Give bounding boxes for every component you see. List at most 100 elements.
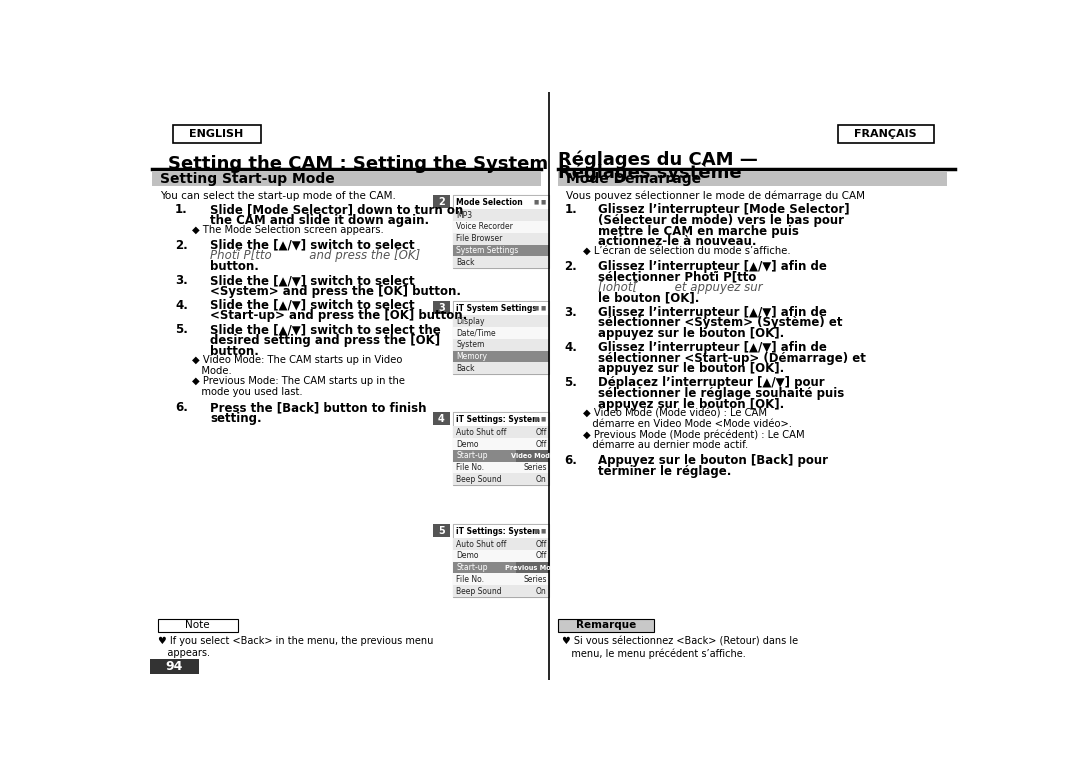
Text: Déplacez l’interrupteur [▲/▼] pour: Déplacez l’interrupteur [▲/▼] pour [598,377,824,390]
Text: appuyez sur le bouton [OK].: appuyez sur le bouton [OK]. [598,362,784,375]
Bar [454,301,550,316]
Bar [151,172,541,186]
Text: Glissez l’interrupteur [▲/▼] afin de: Glissez l’interrupteur [▲/▼] afin de [598,306,826,319]
Bar [454,327,550,338]
Text: 2: 2 [438,196,445,207]
Text: Photı̃ P[tto          and press the [OK]: Photı̃ P[tto and press the [OK] [211,249,420,262]
Text: 2.: 2. [175,238,188,252]
Text: 4: 4 [438,414,445,424]
Bar [454,524,550,597]
Bar [516,450,550,461]
Text: <Start-up> and press the [OK] button.: <Start-up> and press the [OK] button. [211,309,468,322]
Bar [454,413,550,426]
Text: Video Mode: Video Mode [511,453,554,459]
Bar [838,125,934,143]
Text: Display: Display [457,316,485,325]
Text: ◆ Previous Mode (Mode précédent) : Le CAM: ◆ Previous Mode (Mode précédent) : Le CA… [583,429,805,440]
Text: ENGLISH: ENGLISH [189,129,243,139]
Text: mode you used last.: mode you used last. [192,387,302,397]
Text: Mode Selection: Mode Selection [456,198,523,207]
Text: Series: Series [524,575,546,584]
Bar [454,450,550,461]
Bar [454,538,550,550]
Bar [433,301,449,314]
Text: MP3: MP3 [457,211,473,220]
Text: FRANÇAIS: FRANÇAIS [854,129,917,139]
Bar [433,524,449,537]
Text: Slide the [▲/▼] switch to select: Slide the [▲/▼] switch to select [211,299,415,312]
Bar [516,562,550,574]
Text: Appuyez sur le bouton [Back] pour: Appuyez sur le bouton [Back] pour [598,454,828,467]
Text: Beep Sound: Beep Sound [457,587,502,596]
Text: Slide the [▲/▼] switch to select: Slide the [▲/▼] switch to select [211,274,415,287]
Text: Glissez l’interrupteur [Mode Selector]: Glissez l’interrupteur [Mode Selector] [598,203,850,216]
Text: 5.: 5. [565,377,577,390]
Text: [ıohot[̃          et appuyez sur: [ıohot[̃ et appuyez sur [598,281,762,294]
Text: sélectionner Photı̃ P[tto: sélectionner Photı̃ P[tto [598,270,756,283]
Text: Auto Shut off: Auto Shut off [457,539,507,549]
Bar [454,574,550,585]
Bar [454,209,550,221]
Text: Demo: Demo [457,552,478,560]
Text: Voice Recorder: Voice Recorder [457,222,513,231]
Bar [454,461,550,474]
Bar [433,413,449,426]
Text: File No.: File No. [457,575,485,584]
Text: 4.: 4. [565,341,577,354]
Text: ■ ■: ■ ■ [534,417,546,422]
Text: Off: Off [536,439,546,448]
Text: ◆ L’écran de sélection du mode s’affiche.: ◆ L’écran de sélection du mode s’affiche… [583,246,791,256]
Bar [433,196,449,208]
Text: 4.: 4. [175,299,188,312]
Text: On: On [536,475,546,484]
Bar [454,244,550,257]
Text: Mode Démarrage: Mode Démarrage [566,171,701,186]
Bar [454,233,550,244]
Bar [454,362,550,374]
Text: Auto Shut off: Auto Shut off [457,428,507,437]
Text: ◆ Video Mode: The CAM starts up in Video: ◆ Video Mode: The CAM starts up in Video [192,355,402,365]
Text: sélectionner le réglage souhaité puis: sélectionner le réglage souhaité puis [598,387,845,400]
Text: Demo: Demo [457,439,478,448]
Text: le bouton [OK].: le bouton [OK]. [598,292,699,305]
Text: Slide the [▲/▼] switch to select: Slide the [▲/▼] switch to select [211,238,415,252]
Bar [557,619,653,632]
Text: sélectionner <System> (Système) et: sélectionner <System> (Système) et [598,316,842,329]
Text: Start-up: Start-up [457,563,488,572]
Text: Slide the [▲/▼] switch to select the: Slide the [▲/▼] switch to select the [211,323,441,336]
Text: button.: button. [211,345,259,358]
Text: (Sélecteur de mode) vers le bas pour: (Sélecteur de mode) vers le bas pour [598,214,843,227]
Text: Glissez l’interrupteur [▲/▼] afin de: Glissez l’interrupteur [▲/▼] afin de [598,260,826,273]
Text: Réglages système: Réglages système [557,163,741,182]
Bar [454,413,550,485]
Bar [454,550,550,562]
Text: mettre le CAM en marche puis: mettre le CAM en marche puis [598,225,799,238]
Text: Mode.: Mode. [192,366,232,376]
Text: File No.: File No. [457,463,485,472]
Bar [557,172,947,186]
Text: démarre au dernier mode actif.: démarre au dernier mode actif. [583,440,748,450]
Text: Remarque: Remarque [576,620,636,630]
Text: 5.: 5. [175,323,188,336]
Text: File Browser: File Browser [457,235,503,243]
Text: System Settings: System Settings [457,246,518,255]
Text: Setting Start-up Mode: Setting Start-up Mode [160,172,335,186]
Text: button.: button. [211,260,259,273]
Text: desired setting and press the [OK]: desired setting and press the [OK] [211,334,441,347]
Bar [159,619,238,632]
Text: 6.: 6. [565,454,577,467]
Text: the CAM and slide it down again.: the CAM and slide it down again. [211,214,430,227]
Text: Memory: Memory [457,352,487,361]
Text: iT Settings: System: iT Settings: System [456,526,540,536]
Text: Back: Back [457,257,475,267]
Bar [454,474,550,485]
Text: On: On [536,587,546,596]
Bar [454,351,550,362]
Text: Date/Time: Date/Time [457,329,496,338]
Text: Setting the CAM : Setting the System: Setting the CAM : Setting the System [168,154,549,173]
Text: Beep Sound: Beep Sound [457,475,502,484]
Text: Back: Back [457,364,475,373]
Text: ◆ Video Mode (Mode vidéo) : Le CAM: ◆ Video Mode (Mode vidéo) : Le CAM [583,408,767,418]
Bar [454,196,550,209]
Text: ♥ If you select <Back> in the menu, the previous menu
   appears.: ♥ If you select <Back> in the menu, the … [159,636,434,658]
